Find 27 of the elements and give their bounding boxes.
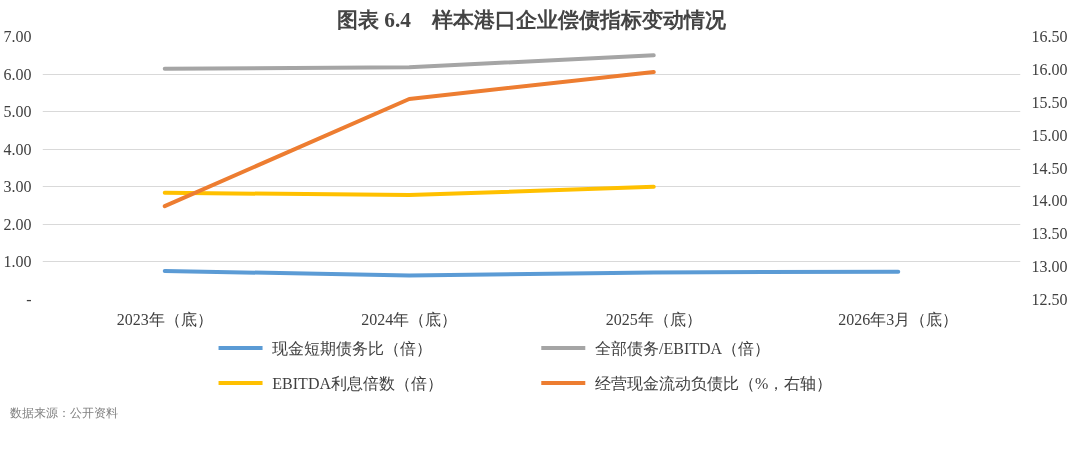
source-note: 数据来源：公开资料: [10, 405, 118, 422]
y-tick-label: 5.00: [3, 103, 32, 121]
y2-tick-label: 16.00: [1031, 60, 1068, 78]
y2-tick-label: 12.50: [1031, 291, 1068, 308]
y-tick-label: 2.00: [3, 215, 32, 233]
y-tick-label: 1.00: [3, 253, 32, 271]
legend-label: 全部债务/EBITDA（倍）: [595, 339, 771, 357]
y2-tick-label: 14.50: [1031, 159, 1068, 177]
legend-label: 现金短期债务比（倍）: [272, 339, 433, 357]
y2-tick-label: 15.50: [1031, 93, 1068, 111]
y2-tick-label: 16.50: [1031, 28, 1068, 45]
y2-tick-label: 15.00: [1031, 126, 1068, 144]
x-tick-label: 2026年3月（底）: [838, 310, 959, 328]
chart-title: 图表 6.4 样本港口企业偿债指标变动情况: [337, 7, 727, 32]
x-tick-label: 2025年（底）: [605, 310, 702, 328]
y-tick-label: 6.00: [3, 65, 32, 83]
x-tick-label: 2024年（底）: [361, 310, 458, 328]
y-tick-label: 7.00: [3, 28, 32, 45]
legend-label: 经营现金流动负债比（%，右轴）: [595, 374, 833, 392]
x-tick-label: 2023年（底）: [116, 310, 213, 328]
y-tick-label: 3.00: [3, 178, 32, 196]
y2-tick-label: 14.00: [1031, 192, 1068, 210]
y-tick-label: -: [26, 291, 32, 308]
y-tick-label: 4.00: [3, 140, 32, 158]
y2-tick-label: 13.50: [1031, 225, 1068, 243]
legend-label: EBITDA利息倍数（倍）: [272, 374, 443, 392]
y2-tick-label: 13.00: [1031, 258, 1068, 276]
